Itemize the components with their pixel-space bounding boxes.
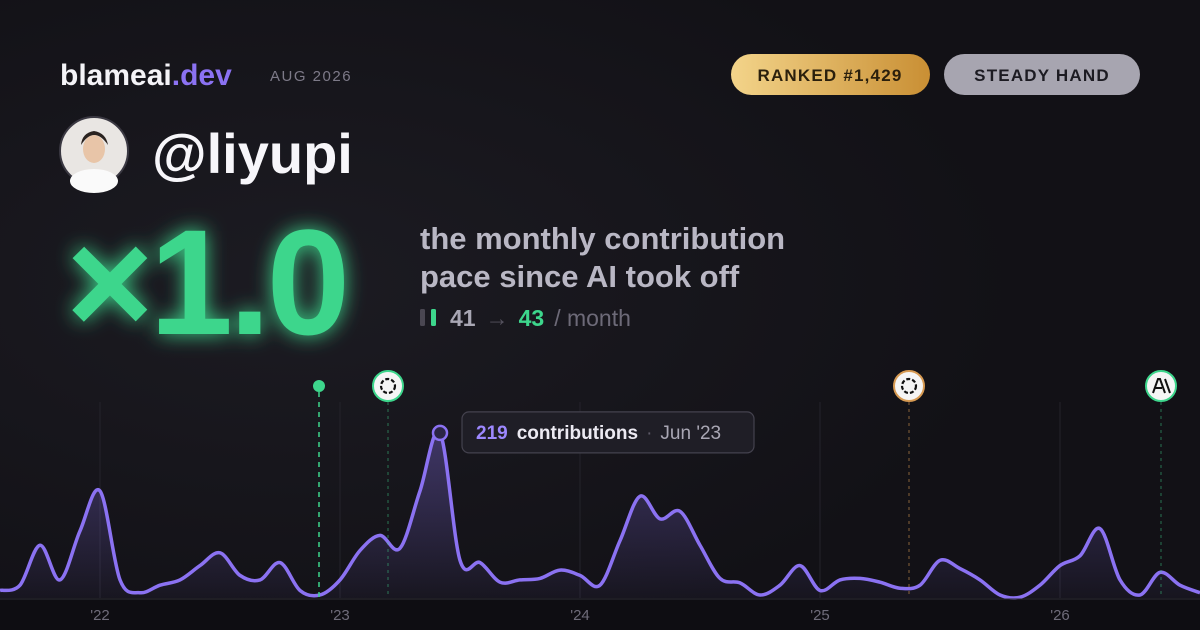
event-dot (313, 380, 325, 392)
headline-line: the monthly contribution (420, 221, 785, 256)
tooltip-text: 219 contributions · Jun '23 (476, 423, 721, 444)
event-icon-glyph (1152, 378, 1171, 394)
pace-icon (420, 309, 425, 326)
event-markers (313, 370, 1177, 598)
axis-strip (0, 600, 1200, 630)
event-icon (1145, 370, 1177, 402)
brand: blameai.dev (60, 59, 232, 92)
pace-unit: / month (554, 305, 631, 331)
line (0, 429, 1200, 600)
style-badge-text: STEADY HAND (974, 66, 1110, 85)
tooltip (461, 411, 755, 454)
x-tick-label: '26 (1050, 607, 1070, 624)
tooltip-separator: · (646, 423, 652, 444)
pace: 41 → 43 / month (450, 305, 631, 331)
brand-date: AUG 2026 (270, 68, 352, 85)
chart: '22 '23 '24 '25 '26 219 contributions · Jun '23 (0, 402, 1200, 624)
pace-after: 43 (519, 305, 545, 331)
event-icon (893, 370, 925, 402)
event-icon-glyph (900, 377, 918, 395)
pace-icon (431, 309, 436, 326)
style-badge (944, 54, 1140, 95)
pace-before: 41 (450, 305, 476, 331)
highlight-point (431, 424, 449, 442)
x-tick-label: '22 (90, 607, 110, 624)
event-icon-glyph (379, 377, 397, 395)
brand-suffix: .dev (172, 59, 232, 92)
x-tick-label: '24 (570, 607, 590, 624)
pace-arrow: → (486, 305, 509, 331)
event-icon (372, 370, 404, 402)
headline-line: pace since AI took off (420, 259, 740, 294)
tooltip-date: Jun '23 (660, 423, 721, 444)
rank-badge (731, 54, 930, 95)
multiplier: ×1.0 (66, 198, 346, 366)
rank-badge-text: RANKED #1,429 (757, 66, 902, 85)
avatar (59, 116, 129, 193)
x-tick-label: '23 (330, 607, 350, 624)
brand-name: blameai (60, 59, 172, 92)
tooltip-value: 219 (476, 423, 508, 444)
tooltip-label: contributions (517, 423, 638, 444)
x-tick-label: '25 (810, 607, 830, 624)
user-handle: @liyupi (152, 122, 353, 185)
